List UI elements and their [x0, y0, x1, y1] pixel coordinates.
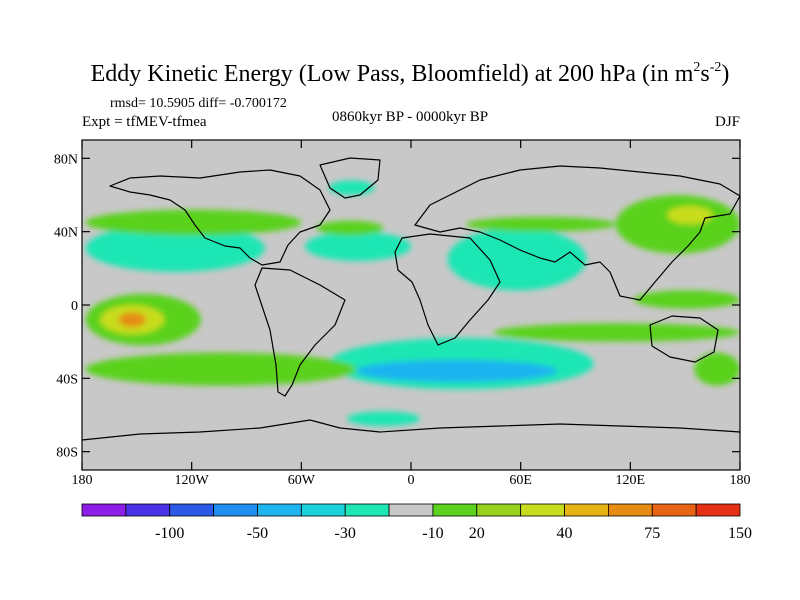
anomaly-west-pacific-strong — [666, 206, 713, 225]
y-tick-label: 40N — [54, 226, 78, 241]
y-tick-label: 40S — [56, 372, 78, 387]
coast-australia — [649, 315, 719, 363]
colorbar-label: -50 — [247, 525, 268, 542]
coast-europe-asia — [414, 165, 740, 301]
anomaly-north-pacific-weak-negative — [85, 224, 265, 272]
colorbar-swatch — [344, 503, 390, 517]
colorbar-swatch — [169, 503, 215, 517]
colorbar-swatch — [476, 503, 522, 517]
anomaly-arctic-atlantic-negative — [328, 180, 375, 196]
anomaly-asia-weak-negative — [447, 227, 587, 291]
colorbar-swatch — [257, 503, 302, 517]
experiment-label: Expt = tfMEV-tfmea — [82, 114, 207, 130]
chart-title: Eddy Kinetic Energy (Low Pass, Bloomfiel… — [91, 60, 730, 87]
colorbar-swatch — [300, 503, 346, 517]
colorbar-swatch — [651, 503, 697, 517]
coast-south-america — [254, 267, 346, 397]
x-tick-label: 120W — [175, 473, 210, 488]
y-tick-label: 80S — [56, 446, 78, 461]
x-tick-label: 0 — [408, 473, 415, 488]
anomaly-southern-ocean-positive — [85, 352, 357, 386]
anomaly-north-atlantic-negative — [304, 231, 411, 261]
colorbar-label: 150 — [728, 525, 752, 542]
colorbar-label: 20 — [469, 525, 485, 542]
y-tick-label: 80N — [54, 152, 78, 167]
coastlines — [82, 157, 740, 441]
anomaly-west-pacific-positive — [615, 195, 740, 254]
colorbar-swatch — [564, 503, 609, 517]
coast-antarctica — [82, 419, 740, 441]
stats-text: rmsd= 10.5905 diff= -0.700172 — [110, 96, 287, 111]
x-tick-label: 180 — [72, 473, 93, 488]
period-label: 0860kyr BP - 0000kyr BP — [332, 109, 488, 125]
y-ticks: 80N 40N 0 40S 80S — [54, 152, 740, 461]
colorbar-swatch — [608, 503, 653, 517]
x-tick-label: 180 — [730, 473, 751, 488]
chart-title-sup2: -2 — [710, 60, 722, 75]
colorbar-swatch — [695, 503, 741, 517]
colorbar: -100 -50 -30 -10 20 40 75 150 — [81, 503, 752, 542]
x-ticks: 180 120W 60W 0 60E 120E 180 — [72, 140, 751, 488]
colorbar-label: 40 — [557, 525, 573, 542]
chart-title-sup1: 2 — [693, 60, 700, 75]
chart-title-end: ) — [721, 61, 729, 87]
colorbar-swatch — [125, 503, 171, 517]
anomaly-southern-pacific-positive — [694, 352, 740, 386]
y-tick-label: 0 — [71, 299, 78, 314]
anomaly-north-atlantic-positive — [315, 220, 384, 236]
x-tick-label: 60W — [288, 473, 316, 488]
x-tick-label: 60E — [509, 473, 532, 488]
coast-greenland — [319, 157, 381, 199]
colorbar-swatch — [432, 503, 478, 517]
colorbar-label: -10 — [422, 525, 443, 542]
chart-title-mid: s — [700, 61, 709, 87]
anomaly-tropical-pacific-peak — [118, 312, 146, 327]
colorbar-swatch — [213, 503, 258, 517]
colorbar-label: 75 — [644, 525, 660, 542]
anomaly-tropical-west-pacific-positive — [633, 290, 740, 309]
anomaly-asia-positive-band — [465, 217, 616, 232]
anomaly-antarctic-negative — [347, 411, 421, 426]
colorbar-swatch — [81, 503, 127, 517]
chart-title-main: Eddy Kinetic Energy (Low Pass, Bloomfiel… — [91, 61, 694, 87]
anomaly-field — [85, 180, 740, 426]
colorbar-label: -30 — [335, 525, 356, 542]
season-label: DJF — [715, 114, 740, 130]
colorbar-label: -100 — [155, 525, 184, 542]
colorbar-swatch — [520, 503, 565, 517]
x-tick-label: 120E — [616, 473, 646, 488]
anomaly-south-atlantic-core — [356, 360, 558, 382]
coast-africa — [394, 233, 501, 346]
colorbar-swatch — [388, 503, 434, 517]
coast-north-america — [109, 169, 331, 266]
anomaly-indian-ocean-south-positive — [493, 323, 740, 342]
